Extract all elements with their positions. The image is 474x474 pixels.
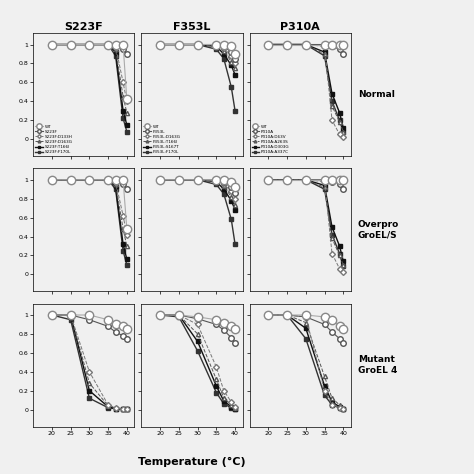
Text: Temperature (°C): Temperature (°C): [138, 457, 246, 467]
Legend: WT, F353L, F353L:D163G, F353L:T166I, F353L:S167T, F353L:F170L: WT, F353L, F353L:D163G, F353L:T166I, F35…: [144, 125, 181, 154]
Legend: WT, P310A, P310A:D63V, P310A:A263S, P310A:D303G, P310A:A337C: WT, P310A, P310A:D63V, P310A:A263S, P310…: [252, 125, 290, 154]
Legend: WT, S223F, S223F:D133H, S223F:D163G, S223F:T166I, S223F:F170L: WT, S223F, S223F:D133H, S223F:D163G, S22…: [35, 125, 73, 154]
Title: P310A: P310A: [280, 22, 320, 32]
Title: F353L: F353L: [173, 22, 210, 32]
Title: S223F: S223F: [64, 22, 103, 32]
Text: Overpro
GroEL/S: Overpro GroEL/S: [358, 220, 399, 239]
Text: Normal: Normal: [358, 90, 395, 99]
Text: Mutant
GroEL 4: Mutant GroEL 4: [358, 356, 397, 375]
